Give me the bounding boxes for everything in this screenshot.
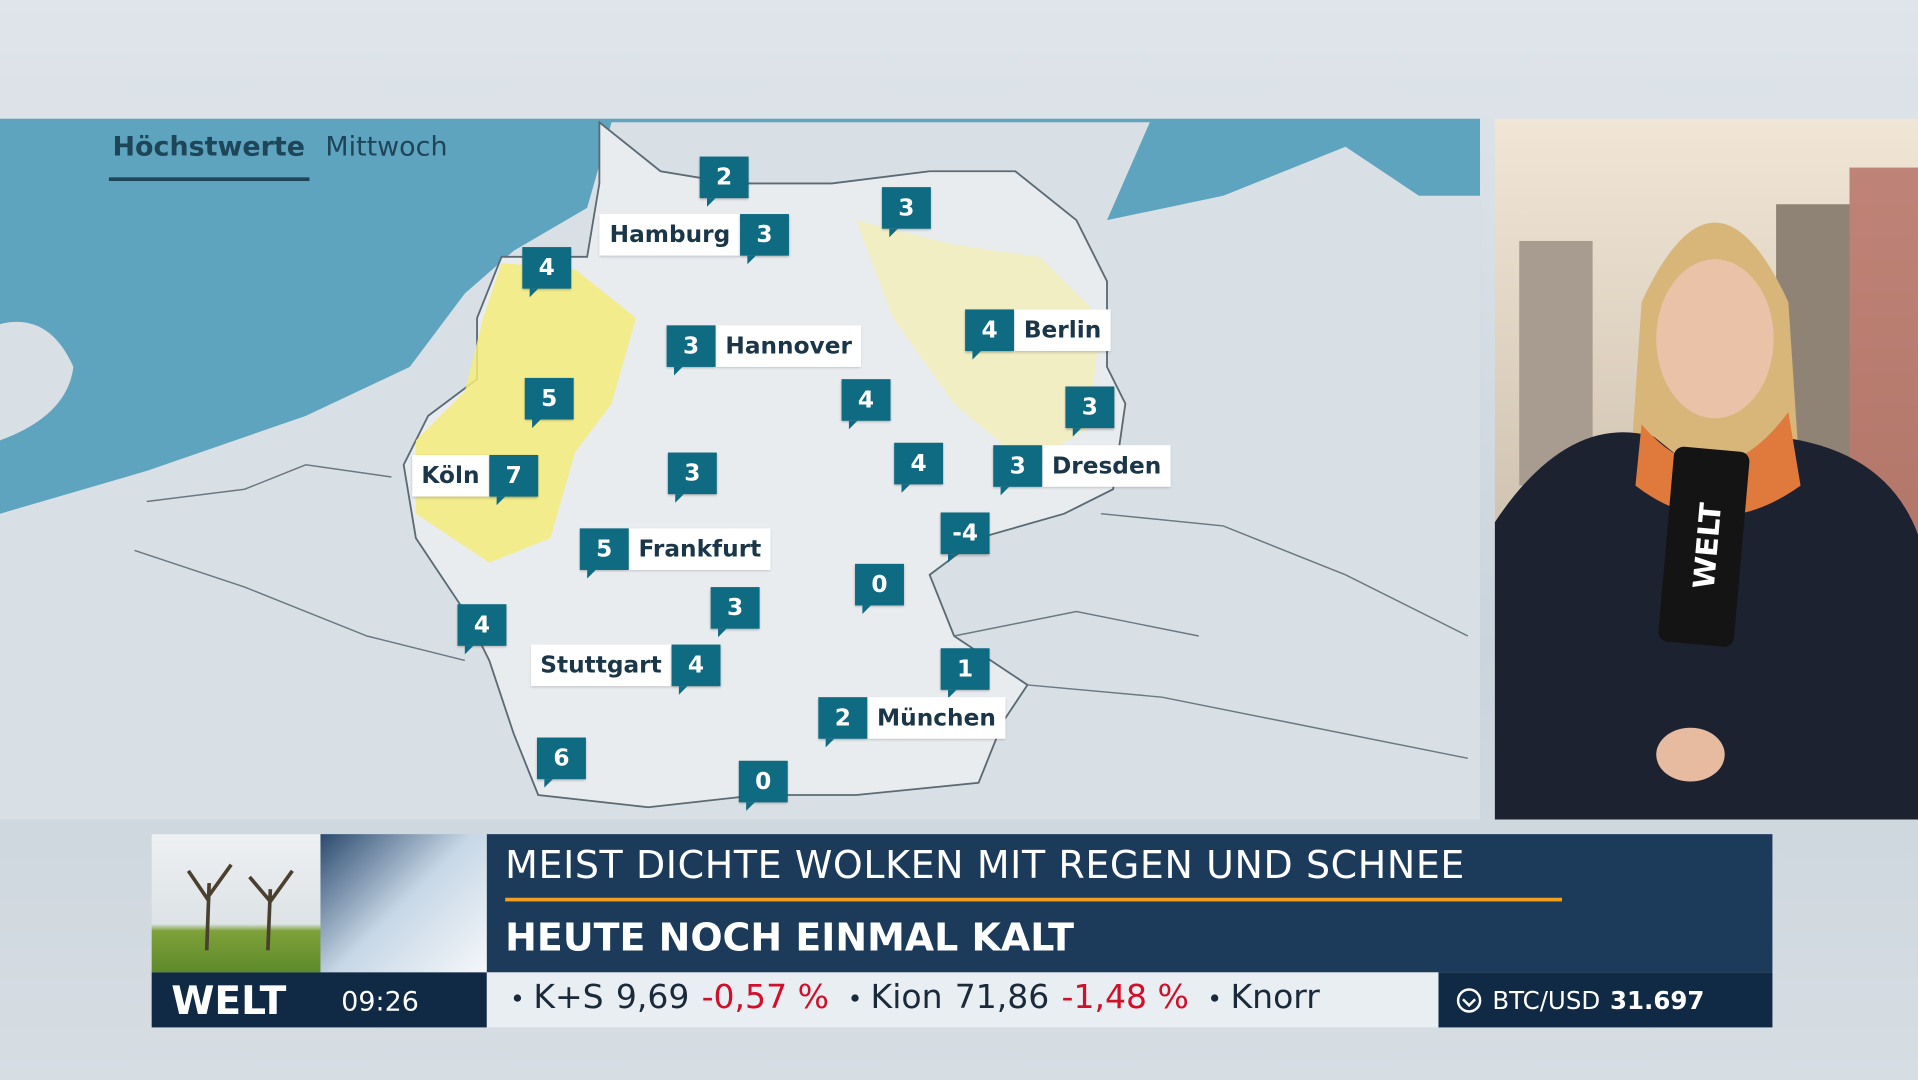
- face: [1656, 259, 1774, 419]
- clock: 09:26: [341, 987, 419, 1018]
- logo-bar: WELT 09:26: [151, 972, 487, 1028]
- thumb-trees: [151, 834, 321, 973]
- temp-marker: 3: [710, 587, 760, 638]
- temp-marker: München 2: [818, 697, 1006, 748]
- hand: [1656, 727, 1725, 782]
- temperature: 4: [841, 379, 891, 430]
- temp-marker: Hannover 3: [666, 325, 862, 376]
- temperature: 4: [522, 247, 572, 298]
- tab-active: Höchstwerte: [112, 132, 306, 163]
- ticker-price: 9,69: [615, 978, 690, 1017]
- temperature: 4: [965, 309, 1015, 360]
- temp-marker: 2: [699, 156, 749, 207]
- border: [134, 464, 1469, 760]
- video-feed: WELT: [1494, 118, 1918, 820]
- temp-marker: Dresden 3: [993, 445, 1172, 496]
- temperature: 0: [738, 760, 788, 811]
- temp-marker: Hamburg 3: [599, 214, 789, 265]
- temp-marker: Frankfurt 5: [579, 528, 772, 579]
- temperature: 6: [536, 737, 586, 788]
- crypto-icon: [1456, 987, 1482, 1013]
- temperature: 5: [579, 528, 629, 579]
- ticker-item: Knorr: [1211, 978, 1320, 1017]
- temp-marker: 1: [940, 648, 990, 699]
- temperature: 3: [1065, 386, 1115, 437]
- ticker-change: -1,48 %: [1061, 978, 1189, 1017]
- city-label: Hannover: [715, 325, 862, 367]
- ticker-price: 71,86: [954, 978, 1050, 1017]
- temp-marker: 4: [522, 247, 572, 298]
- microphone: [1658, 446, 1750, 647]
- ticker-change: -0,57 %: [701, 978, 829, 1017]
- crypto-bar: BTC/USD 31.697: [1438, 972, 1773, 1028]
- land-uk: [0, 321, 74, 441]
- temp-marker: 4: [841, 379, 891, 430]
- mic-logo: WELT: [1687, 501, 1728, 590]
- city-label: Berlin: [1014, 309, 1112, 352]
- temperature: 3: [666, 325, 716, 376]
- temperature: 2: [699, 156, 749, 207]
- temperature: 4: [894, 442, 944, 493]
- temperature: 4: [671, 644, 721, 695]
- tab-inactive: Mittwoch: [325, 132, 448, 163]
- temperature: 3: [667, 452, 717, 503]
- crypto-pair: BTC/USD: [1492, 985, 1601, 1015]
- temp-marker: Berlin 4: [965, 309, 1112, 360]
- temperature: 3: [993, 445, 1043, 496]
- crypto-price: 31.697: [1609, 985, 1705, 1015]
- temp-marker: Köln 7: [411, 454, 539, 506]
- temperature: 4: [457, 604, 507, 655]
- temp-marker: 3: [881, 187, 931, 238]
- city-label: Köln: [411, 454, 490, 497]
- temp-marker: 0: [738, 760, 788, 811]
- temp-marker: 0: [855, 563, 904, 614]
- temp-marker: 3: [667, 452, 717, 503]
- ticker-name: K+S: [533, 978, 604, 1017]
- temp-marker: -4: [940, 512, 990, 563]
- headline-rule: [505, 897, 1563, 902]
- temperature: 3: [740, 214, 789, 265]
- city-label: München: [867, 697, 1006, 739]
- temperature: 1: [940, 648, 990, 699]
- ticker-item: K+S 9,69 -0,57 %: [514, 978, 829, 1016]
- ticker-name: Knorr: [1230, 978, 1320, 1017]
- ticker-item: Kion 71,86 -1,48 %: [851, 978, 1189, 1016]
- subline: HEUTE NOCH EINMAL KALT: [505, 916, 1074, 961]
- temp-marker: 3: [1065, 386, 1115, 437]
- trees: [186, 863, 294, 951]
- thumb-snow: [320, 834, 487, 973]
- ticker-name: Kion: [870, 978, 943, 1017]
- temperature: 5: [524, 377, 574, 429]
- temp-marker: 5: [524, 377, 574, 429]
- temp-marker: 4: [894, 442, 944, 493]
- city-label: Dresden: [1042, 445, 1172, 487]
- logo: WELT: [171, 977, 287, 1024]
- temperature: 2: [818, 697, 868, 748]
- headline: MEIST DICHTE WOLKEN MIT REGEN UND SCHNEE: [505, 843, 1465, 888]
- temperature: 3: [881, 187, 931, 238]
- temperature: -4: [940, 512, 990, 563]
- temperature: 3: [710, 587, 760, 638]
- temp-marker: Stuttgart 4: [530, 644, 721, 695]
- city-label: Stuttgart: [530, 644, 672, 687]
- ticker: K+S 9,69 -0,57 % Kion 71,86 -1,48 % Knorr: [486, 972, 1439, 1028]
- temp-marker: 4: [457, 604, 507, 655]
- temperature: 0: [855, 563, 904, 614]
- city-label: Hamburg: [599, 214, 741, 256]
- headline-panel: MEIST DICHTE WOLKEN MIT REGEN UND SCHNEE…: [486, 834, 1773, 973]
- temperature: 7: [489, 454, 539, 506]
- temp-marker: 6: [536, 737, 586, 788]
- ticker-row: K+S 9,69 -0,57 % Kion 71,86 -1,48 % Knorr: [514, 978, 1342, 1016]
- city-label: Frankfurt: [628, 528, 772, 570]
- tab-underline: [108, 177, 310, 182]
